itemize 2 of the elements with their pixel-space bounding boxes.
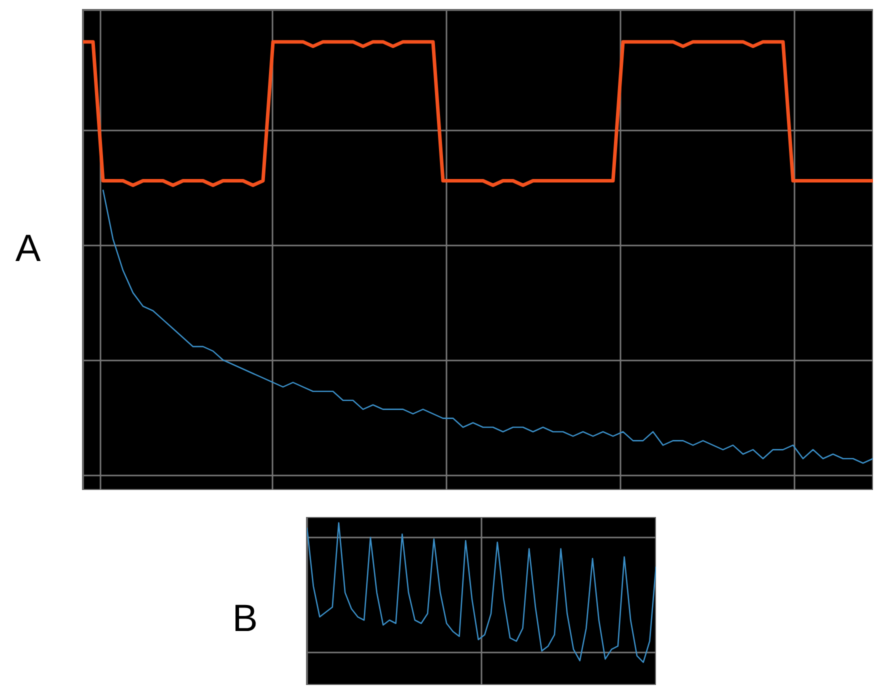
text: B [232,598,258,640]
text: A [15,228,42,270]
